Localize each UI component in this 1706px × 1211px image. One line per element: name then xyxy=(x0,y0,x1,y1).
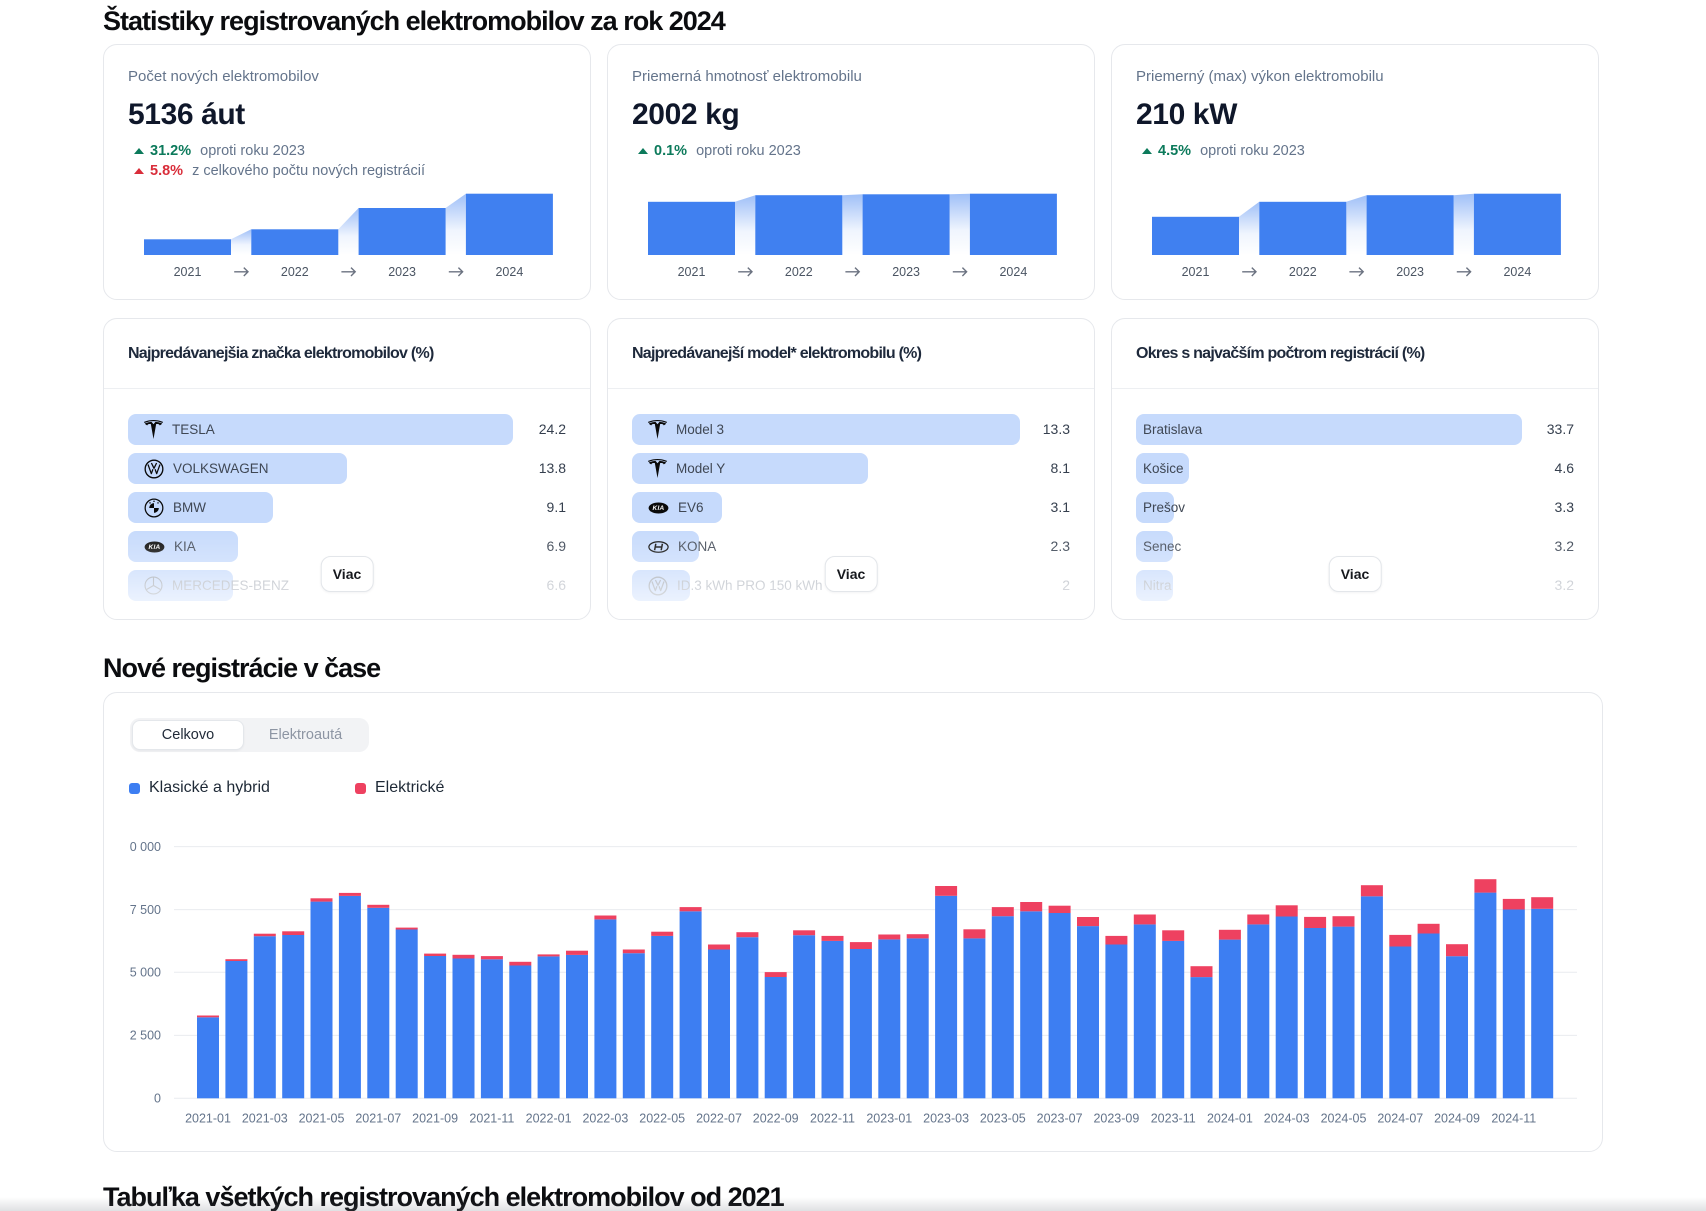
svg-text:2021-07: 2021-07 xyxy=(355,1112,401,1126)
svg-text:2021-11: 2021-11 xyxy=(469,1112,514,1126)
svg-text:2024-05: 2024-05 xyxy=(1321,1112,1367,1126)
svg-text:2023-07: 2023-07 xyxy=(1037,1112,1083,1126)
svg-text:KIA: KIA xyxy=(653,505,665,512)
svg-text:2022-01: 2022-01 xyxy=(526,1112,572,1126)
svg-text:2022-07: 2022-07 xyxy=(696,1112,742,1126)
svg-text:2023-03: 2023-03 xyxy=(923,1112,969,1126)
svg-text:2024: 2024 xyxy=(1503,265,1531,279)
svg-text:2021-05: 2021-05 xyxy=(299,1112,345,1126)
svg-text:2023-05: 2023-05 xyxy=(980,1112,1026,1126)
svg-text:5 000: 5 000 xyxy=(130,966,161,980)
svg-text:2024-07: 2024-07 xyxy=(1377,1112,1423,1126)
svg-text:0: 0 xyxy=(154,1092,161,1106)
svg-text:2022-03: 2022-03 xyxy=(582,1112,628,1126)
svg-text:2021-01: 2021-01 xyxy=(185,1112,231,1126)
svg-text:2024-01: 2024-01 xyxy=(1207,1112,1253,1126)
svg-text:2023-01: 2023-01 xyxy=(866,1112,912,1126)
svg-text:2022-05: 2022-05 xyxy=(639,1112,685,1126)
svg-text:KIA: KIA xyxy=(149,544,161,551)
svg-text:2021: 2021 xyxy=(174,265,202,279)
svg-text:7 500: 7 500 xyxy=(130,903,161,917)
svg-text:2021-03: 2021-03 xyxy=(242,1112,288,1126)
svg-text:2024: 2024 xyxy=(999,265,1027,279)
svg-text:2022: 2022 xyxy=(281,265,309,279)
svg-text:2022: 2022 xyxy=(1289,265,1317,279)
svg-text:2024-11: 2024-11 xyxy=(1491,1112,1536,1126)
svg-text:2024-03: 2024-03 xyxy=(1264,1112,1310,1126)
svg-text:2021-09: 2021-09 xyxy=(412,1112,458,1126)
svg-text:0 000: 0 000 xyxy=(130,840,161,854)
svg-text:2021: 2021 xyxy=(678,265,706,279)
svg-text:2022: 2022 xyxy=(785,265,813,279)
svg-text:2024-09: 2024-09 xyxy=(1434,1112,1480,1126)
svg-text:2023: 2023 xyxy=(892,265,920,279)
svg-text:2021: 2021 xyxy=(1182,265,1210,279)
svg-text:2023: 2023 xyxy=(388,265,416,279)
svg-text:2022-09: 2022-09 xyxy=(753,1112,799,1126)
svg-text:2 500: 2 500 xyxy=(130,1029,161,1043)
svg-text:2022-11: 2022-11 xyxy=(810,1112,855,1126)
svg-text:2023-11: 2023-11 xyxy=(1151,1112,1196,1126)
svg-text:2024: 2024 xyxy=(495,265,523,279)
svg-text:2023-09: 2023-09 xyxy=(1093,1112,1139,1126)
svg-text:2023: 2023 xyxy=(1396,265,1424,279)
